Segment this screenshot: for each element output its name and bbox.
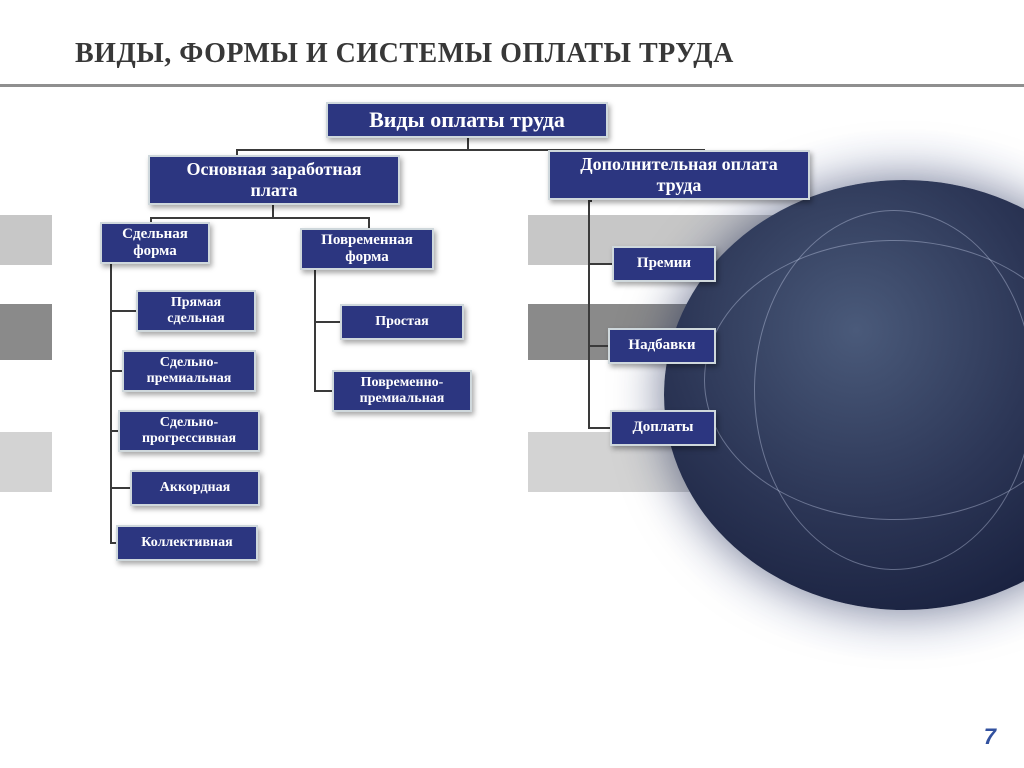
diagram-node: Надбавки [608,328,716,364]
connector [314,270,316,390]
diagram-node: Сдельно-премиальная [122,350,256,392]
connector [588,263,612,265]
diagram-node: Аккордная [130,470,260,506]
connector [588,200,590,427]
diagram-node: Повременнаяформа [300,228,434,270]
diagram-node: Прямаясдельная [136,290,256,332]
connector [110,430,118,432]
connector [314,321,340,323]
connector [588,200,592,202]
connector [150,217,370,219]
connector [368,217,370,228]
slide: ВИДЫ, ФОРМЫ И СИСТЕМЫ ОПЛАТЫ ТРУДА Виды … [0,0,1024,768]
diagram-node: Сдельнаяформа [100,222,210,264]
connector [110,310,136,312]
connector [110,487,130,489]
diagram-node: Основная заработнаяплата [148,155,400,205]
connector [314,390,332,392]
title-underline [0,84,1024,87]
diagram-node: Коллективная [116,525,258,561]
diagram-node: Премии [612,246,716,282]
connector [588,427,610,429]
connector [588,345,608,347]
diagram-node: Повременно-премиальная [332,370,472,412]
page-number: 7 [984,724,996,750]
connector [110,370,122,372]
connector [110,264,112,542]
diagram-node: Простая [340,304,464,340]
diagram-node: Сдельно-прогрессивная [118,410,260,452]
diagram-node: Дополнительная оплататруда [548,150,810,200]
diagram-node: Виды оплаты труда [326,102,608,138]
diagram-node: Доплаты [610,410,716,446]
slide-title: ВИДЫ, ФОРМЫ И СИСТЕМЫ ОПЛАТЫ ТРУДА [75,38,734,70]
